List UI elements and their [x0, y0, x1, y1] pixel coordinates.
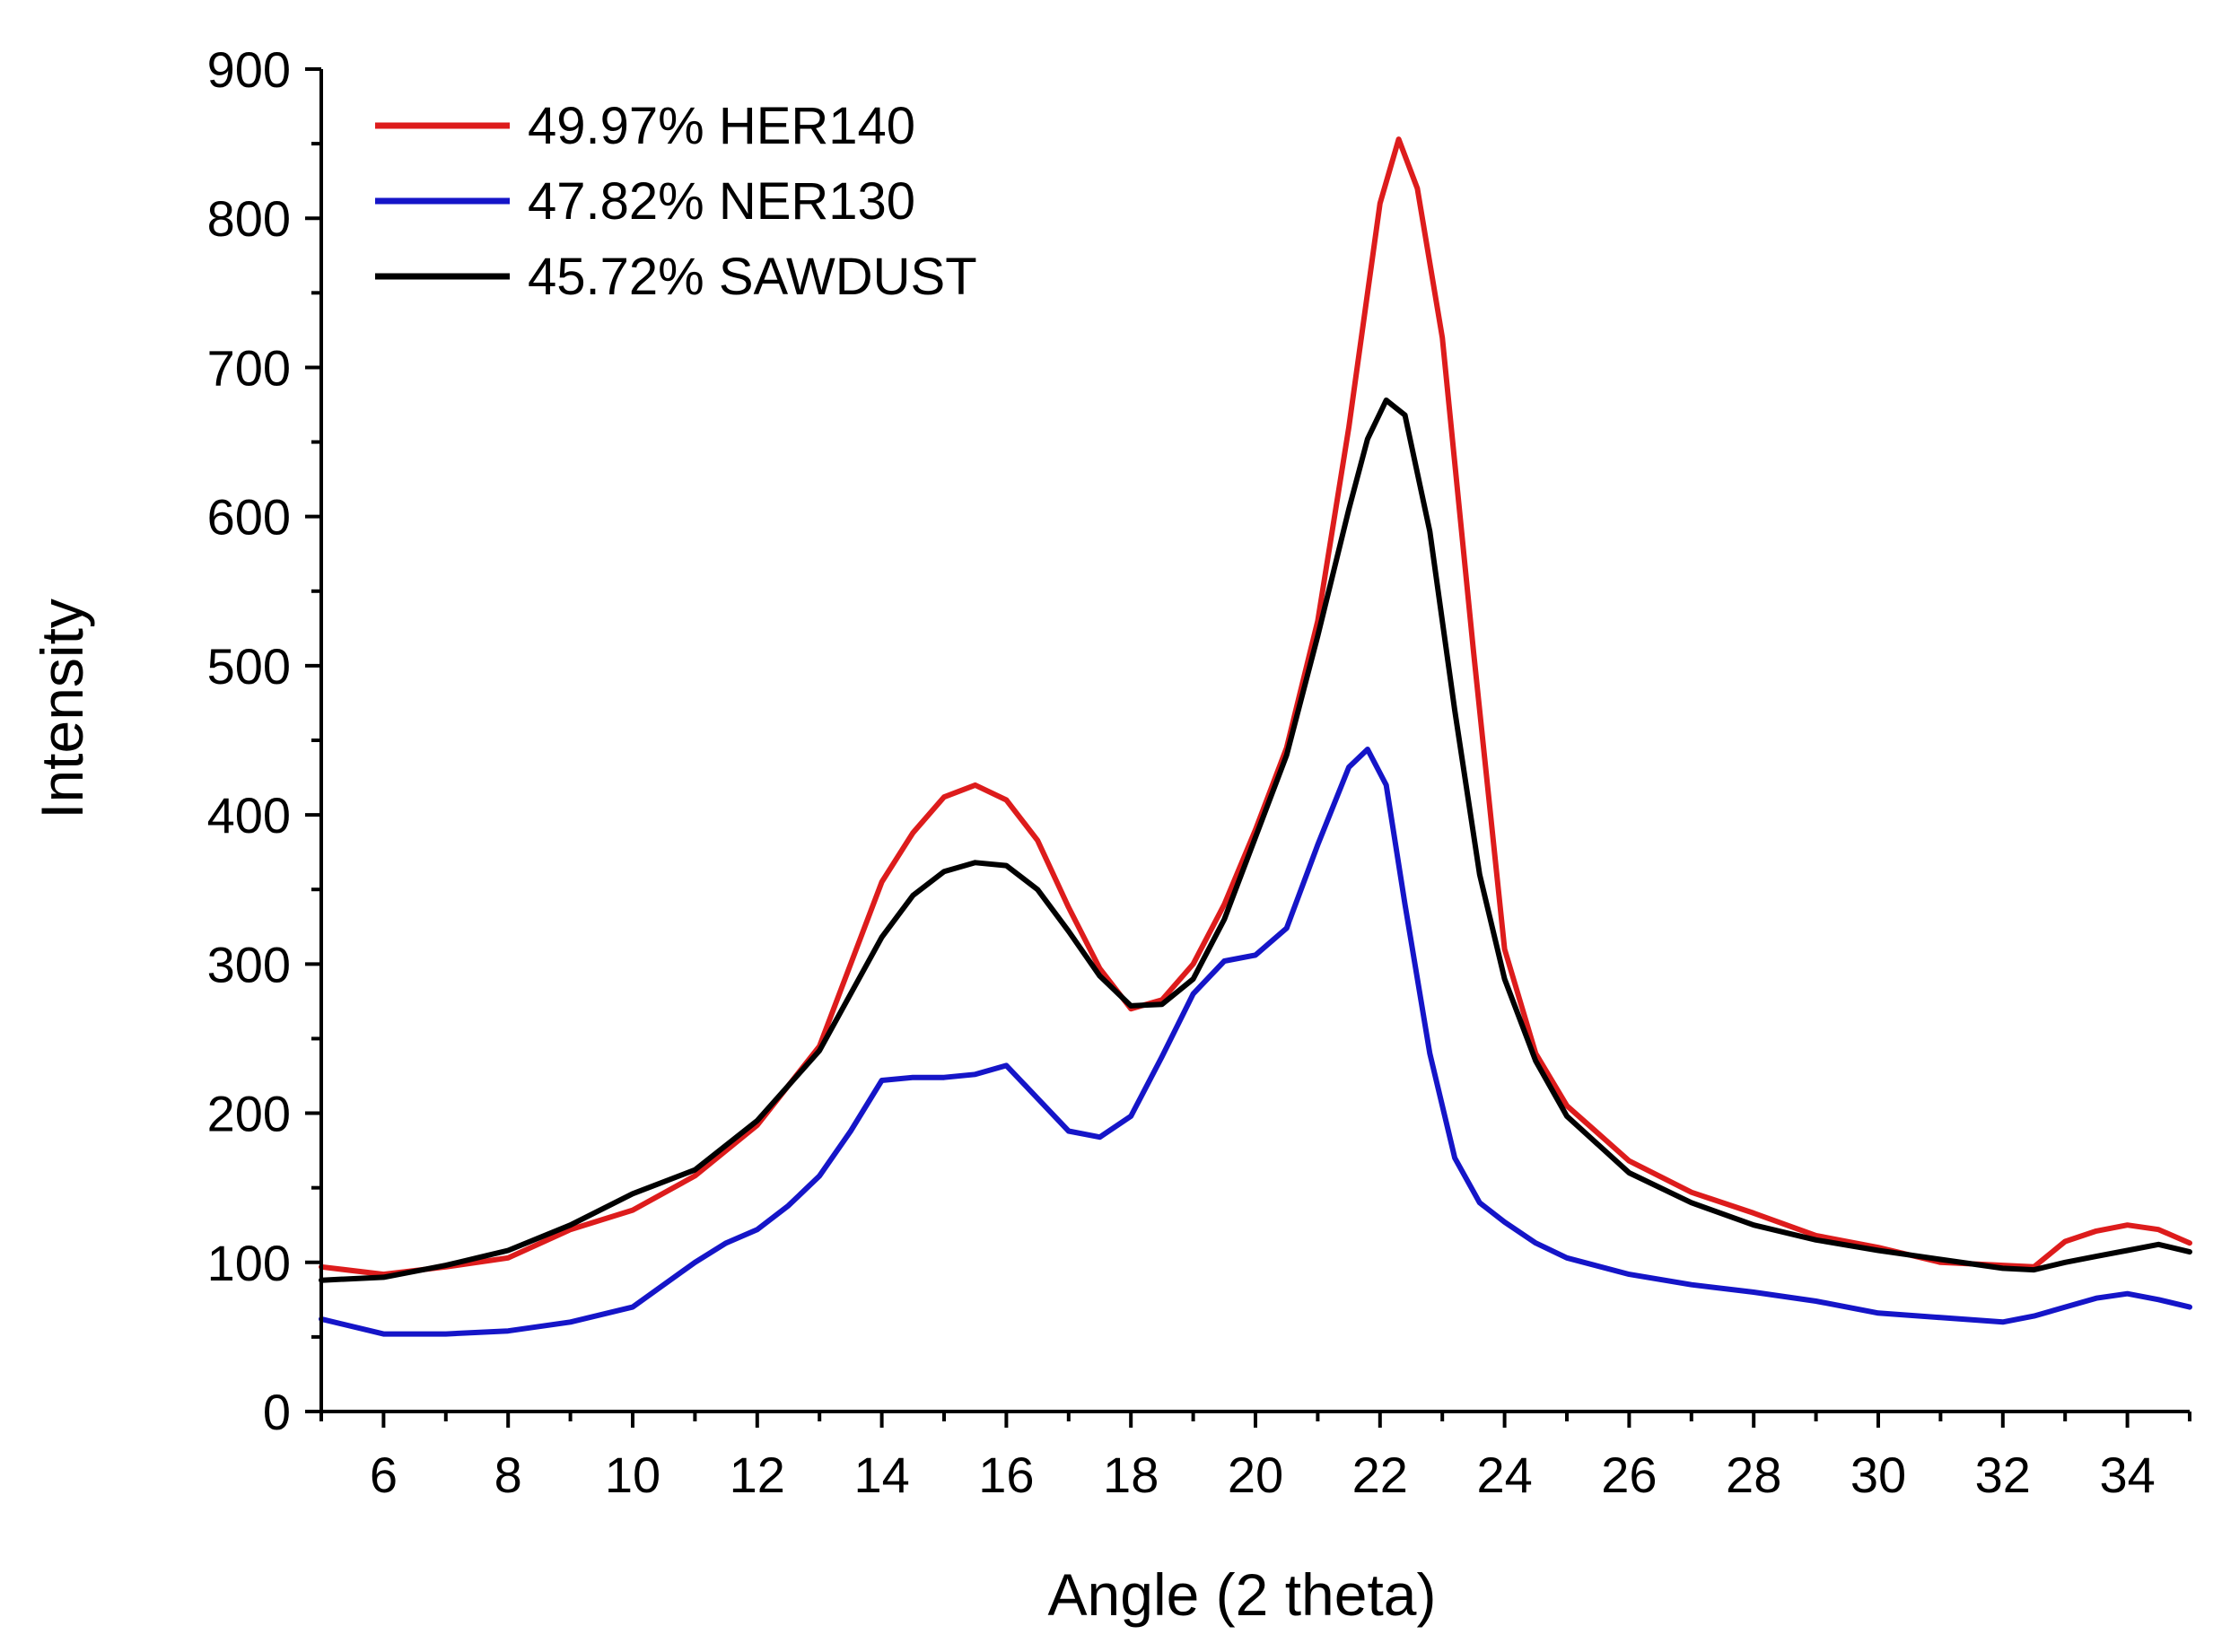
x-tick-label: 16 — [978, 1447, 1034, 1503]
legend: 49.97% HER140 47.82% NER130 45.72% SAWDUST — [375, 97, 977, 306]
series-line-2 — [319, 398, 2192, 1283]
x-tick-label: 20 — [1228, 1447, 1283, 1503]
series-layer — [319, 136, 2192, 1337]
series-line-0 — [319, 136, 2192, 1278]
x-tick-label: 28 — [1726, 1447, 1781, 1503]
legend-label-2: 45.72% SAWDUST — [528, 248, 977, 306]
legend-label-1: 47.82% NER130 — [528, 172, 915, 231]
y-tick-label: 800 — [207, 190, 291, 247]
x-tick-label: 10 — [605, 1447, 660, 1503]
x-tick-label: 26 — [1601, 1447, 1657, 1503]
y-tick-label: 400 — [207, 787, 291, 843]
x-tick-label: 18 — [1103, 1447, 1159, 1503]
y-tick-label: 200 — [207, 1086, 291, 1142]
y-tick-label: 500 — [207, 638, 291, 695]
x-axis-title: Angle (2 theta) — [1048, 1561, 1437, 1628]
x-tick-label: 34 — [2099, 1447, 2155, 1503]
x-tick-label: 14 — [853, 1447, 909, 1503]
y-tick-label: 100 — [207, 1235, 291, 1291]
x-tick-label: 32 — [1975, 1447, 2031, 1503]
y-tick-label: 900 — [207, 41, 291, 98]
y-tick-label: 600 — [207, 489, 291, 546]
y-tick-label: 0 — [263, 1384, 291, 1440]
y-tick-label: 300 — [207, 936, 291, 992]
series-line-1 — [319, 747, 2192, 1337]
x-tick-label: 30 — [1850, 1447, 1906, 1503]
x-tick-label: 24 — [1476, 1447, 1532, 1503]
x-tick-label: 12 — [730, 1447, 785, 1503]
x-tick-label: 6 — [370, 1447, 398, 1503]
x-tick-label: 22 — [1352, 1447, 1408, 1503]
y-axis-title: Intensity — [29, 599, 95, 819]
y-tick-label: 700 — [207, 339, 291, 396]
ticks-layer: 6 8 10 12 14 16 18 20 22 24 26 28 30 32 34 0 100 200 300 40… — [207, 41, 2191, 1503]
legend-label-0: 49.97% HER140 — [528, 97, 915, 155]
x-tick-label: 8 — [494, 1447, 522, 1503]
